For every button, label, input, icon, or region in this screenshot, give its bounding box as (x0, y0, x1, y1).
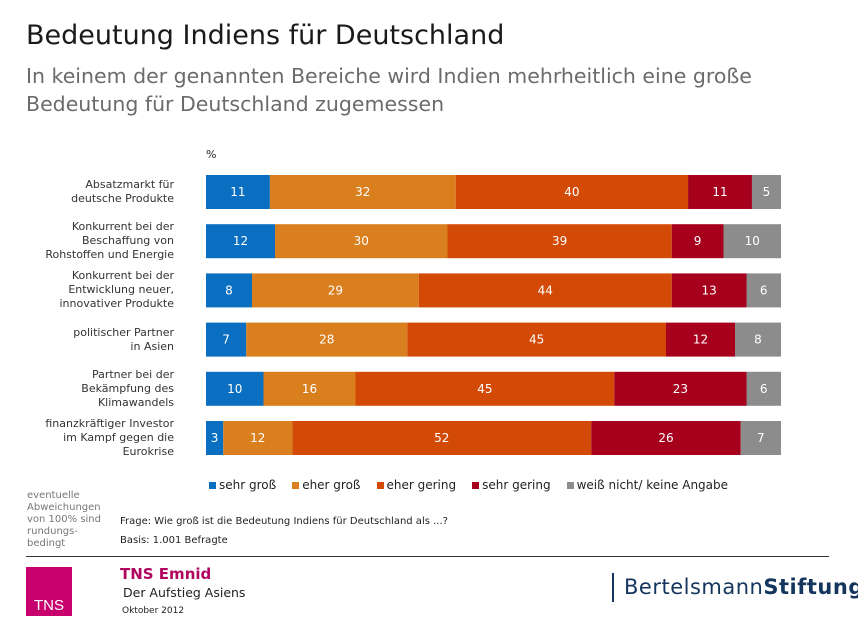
logo-part-a: Bertelsmann (624, 575, 764, 599)
bar-segment (206, 273, 252, 308)
bar-segment (671, 273, 747, 308)
legend-item: sehr groß (209, 478, 276, 492)
chart-title: Bedeutung Indiens für Deutschland (26, 20, 505, 51)
data-label: 28 (319, 333, 334, 347)
legend-swatch (472, 481, 480, 489)
data-label: 7 (757, 431, 765, 445)
data-label: 11 (712, 185, 727, 199)
question-text: Frage: Wie groß ist die Bedeutung Indien… (120, 516, 448, 527)
legend-swatch (566, 481, 574, 489)
bar-segment (206, 421, 224, 455)
bertelsmann-logo: BertelsmannStiftung (612, 573, 858, 602)
data-label: 10 (227, 382, 242, 396)
bar-segment (740, 421, 781, 455)
data-label: 23 (673, 382, 688, 396)
bar-segment (263, 371, 356, 406)
study-name: Der Aufstieg Asiens (123, 585, 246, 600)
data-label: 26 (658, 431, 673, 445)
data-label: 7 (222, 333, 230, 347)
category-label: Partner bei der Bekämpfung des Klimawandel… (81, 367, 174, 409)
data-label: 8 (225, 283, 233, 297)
bar-segment (206, 371, 264, 406)
bar-segment (688, 175, 752, 209)
bar-segment (614, 371, 747, 406)
bar-segment (751, 175, 781, 209)
bar-segment (455, 175, 689, 209)
divider (26, 556, 829, 557)
bar-segment (671, 224, 724, 259)
data-label: 3 (211, 431, 219, 445)
bar-segment (666, 322, 735, 357)
data-label: 9 (694, 234, 702, 248)
category-label: Absatzmarkt für deutsche Produkte (71, 178, 174, 205)
data-label: 40 (564, 185, 579, 199)
bar-segment (292, 421, 592, 455)
bar-segment (746, 273, 781, 308)
legend-label: eher groß (302, 478, 361, 492)
data-label: 32 (355, 185, 370, 199)
bar-segment (206, 224, 275, 259)
legend-swatch (376, 481, 384, 489)
legend-swatch (292, 481, 300, 489)
data-label: 12 (233, 234, 248, 248)
bar-segment (275, 224, 448, 259)
bar-segment (269, 175, 456, 209)
legend-item: sehr gering (472, 478, 551, 492)
data-label: 11 (230, 185, 245, 199)
bar-segment (407, 322, 666, 357)
data-label: 13 (701, 283, 716, 297)
data-label: 8 (754, 333, 762, 347)
data-label: 12 (693, 333, 708, 347)
data-label: 30 (354, 234, 369, 248)
study-date: Oktober 2012 (122, 606, 185, 616)
rounding-note: eventuelle Abweichungen von 100% sind ru… (27, 490, 101, 549)
legend-label: sehr gering (482, 478, 551, 492)
bar-segment (447, 224, 672, 259)
bar-segment (223, 421, 293, 455)
legend-item: eher gering (376, 478, 457, 492)
legend-item: eher groß (292, 478, 361, 492)
bar-segment (246, 322, 408, 357)
stacked-bar-chart: 11 32 40 11 5 12 30 39 9 10 8 29 44 13 6 7 28 45 12 8 10 16 45… (206, 175, 781, 455)
company-name: TNS Emnid (120, 565, 212, 583)
bar-segment (591, 421, 741, 455)
data-label: 6 (760, 382, 768, 396)
bar-segment (206, 175, 270, 209)
data-label: 10 (745, 234, 760, 248)
logo-part-b: Stiftung (763, 575, 858, 599)
legend-label: weiß nicht/ keine Angabe (576, 478, 729, 492)
bar-segment (355, 371, 615, 406)
category-label: finanzkräftiger Investor im Kampf gegen d… (45, 417, 174, 458)
unit-label: % (206, 148, 217, 161)
legend: sehr groß eher groß eher gering sehr gering… (209, 478, 728, 492)
data-label: 45 (529, 333, 544, 347)
data-label: 12 (250, 431, 265, 445)
data-label: 52 (434, 431, 449, 445)
legend-label: sehr groß (219, 478, 277, 492)
bar-segment (206, 322, 247, 357)
data-label: 29 (328, 283, 343, 297)
legend-label: eher gering (386, 478, 457, 492)
legend-item: weiß nicht/ keine Angabe (566, 478, 729, 492)
bar-segment (735, 322, 781, 357)
category-label: Konkurrent bei der Beschaffung von Rohstof… (45, 220, 174, 262)
data-label: 5 (763, 185, 771, 199)
data-label: 39 (552, 234, 567, 248)
chart-subtitle: In keinem der genannten Bereiche wird In… (26, 64, 752, 116)
data-label: 16 (302, 382, 317, 396)
data-label: 45 (477, 382, 492, 396)
bar-segment (418, 273, 672, 308)
tns-logo: TNS (26, 567, 72, 616)
bar-segment (252, 273, 419, 308)
data-label: 44 (538, 283, 553, 297)
basis-text: Basis: 1.001 Befragte (120, 535, 228, 546)
category-label: politischer Partner in Asien (73, 325, 174, 353)
category-label: Konkurrent bei der Entwicklung neuer, inno… (59, 269, 174, 311)
bar-segment (723, 224, 781, 259)
bar-segment (746, 371, 781, 406)
data-label: 6 (760, 283, 768, 297)
legend-swatch (209, 481, 216, 489)
